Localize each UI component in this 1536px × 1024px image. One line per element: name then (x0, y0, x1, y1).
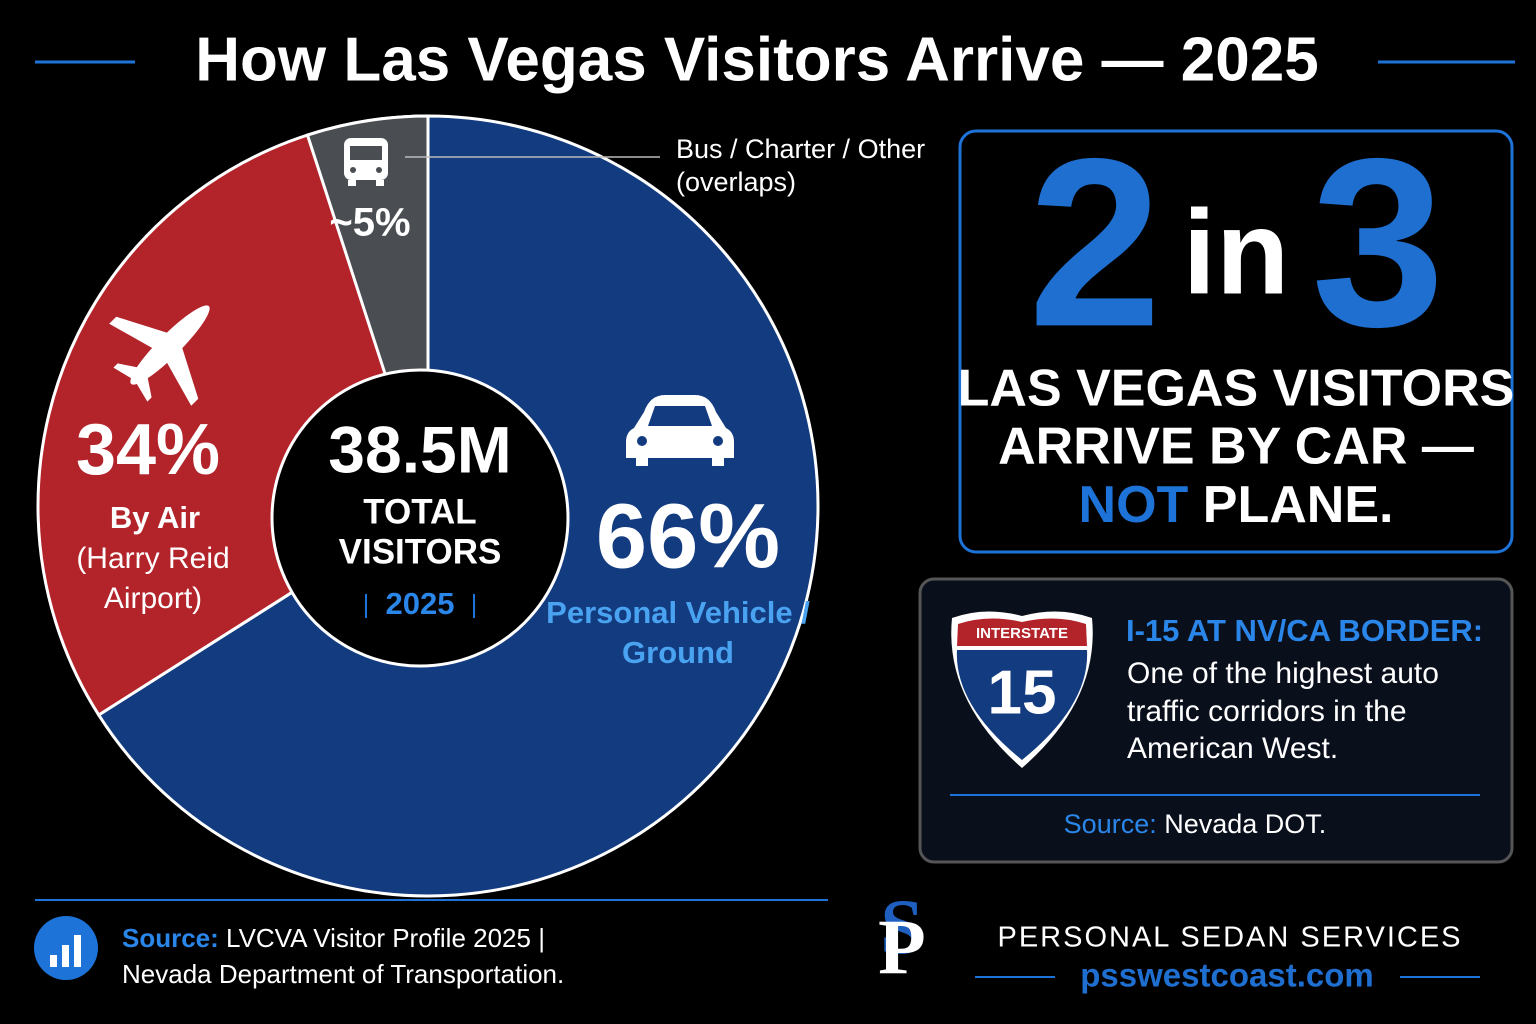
callout-line: NOT PLANE. (1079, 476, 1394, 534)
value-label: 34% (76, 410, 220, 490)
highway-heading: I-15 AT NV/CA BORDER: (1126, 613, 1483, 648)
callout-line-rest: PLANE. (1188, 476, 1393, 534)
highway-body: One of the highest auto (1127, 657, 1439, 690)
callout-number: 3 (1311, 108, 1444, 376)
footer-source: Source: LVCVA Visitor Profile 2025 | (122, 923, 545, 953)
footer-source: Nevada Department of Transportation. (122, 959, 564, 989)
shield-number: 15 (988, 658, 1057, 727)
chart-icon (34, 916, 98, 980)
donut-hole (270, 368, 570, 668)
brand-name: PERSONAL SEDAN SERVICES (997, 922, 1462, 954)
callout-emphasis: NOT (1079, 476, 1189, 534)
center-line: VISITORS (339, 532, 502, 571)
slice-label: Bus / Charter / Other (676, 134, 925, 164)
chart-title: How Las Vegas Visitors Arrive — 2025 (195, 25, 1318, 94)
center-value: 38.5M (328, 412, 511, 486)
slice-label: Personal Vehicle / (546, 595, 810, 630)
center-line: TOTAL (363, 492, 476, 531)
slice-sublabel: Ground (622, 635, 734, 670)
value-label: 66% (596, 485, 780, 587)
highway-source: Source: Nevada DOT. (1064, 809, 1327, 839)
brand-logo: S P (878, 883, 926, 990)
slice-sublabel: Airport) (104, 582, 202, 615)
source-text: Nevada DOT. (1157, 809, 1327, 839)
svg-text:P: P (878, 903, 926, 990)
source-text: LVCVA Visitor Profile 2025 | (219, 923, 545, 953)
brand-url: psswestcoast.com (1080, 957, 1373, 994)
bus-icon (344, 138, 388, 186)
source-label: Source: (1064, 809, 1157, 839)
callout-number: 2 (1028, 108, 1161, 376)
slice-sublabel: (overlaps) (676, 167, 796, 197)
callout-word: in (1183, 186, 1290, 320)
callout-box (958, 129, 1514, 554)
slice-sublabel: (Harry Reid (76, 542, 229, 575)
shield-label: INTERSTATE (976, 625, 1068, 642)
value-label: ~5% (329, 201, 410, 245)
interstate-shield (951, 611, 1093, 768)
slice-label: By Air (110, 500, 200, 535)
car-icon (626, 395, 734, 466)
svg-text:S: S (880, 883, 923, 970)
highway-body: American West. (1127, 732, 1338, 765)
center-year: 2025 (386, 586, 455, 621)
plane-icon (109, 305, 210, 406)
callout-line: LAS VEGAS VISITORS (958, 360, 1515, 418)
highway-body: traffic corridors in the (1127, 695, 1407, 728)
callout-line: ARRIVE BY CAR — (998, 418, 1474, 476)
source-label: Source: (122, 923, 219, 953)
